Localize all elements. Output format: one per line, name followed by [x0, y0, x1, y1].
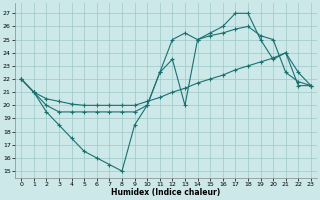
X-axis label: Humidex (Indice chaleur): Humidex (Indice chaleur) — [111, 188, 221, 197]
